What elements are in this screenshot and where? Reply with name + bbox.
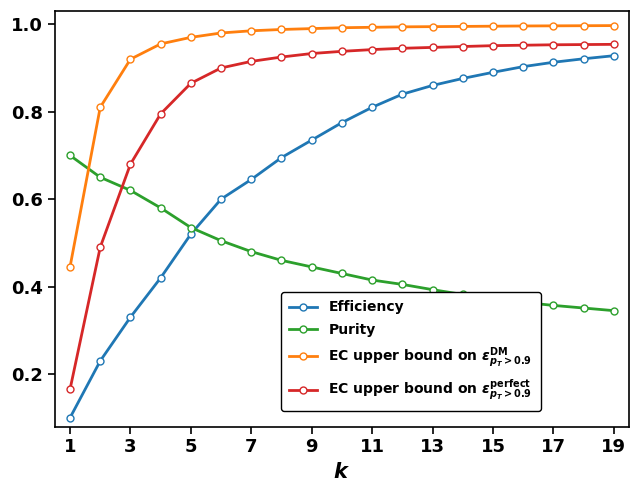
Purity [429,287,436,293]
EC upper bound on $\varepsilon^{\mathrm{DM}}_{p_T > 0.9}$ [97,105,104,110]
EC upper bound on $\varepsilon^{\mathrm{perfect}}_{p_T > 0.9}$ [248,59,255,65]
EC upper bound on $\varepsilon^{\mathrm{DM}}_{p_T > 0.9}$ [338,25,346,31]
Line: Efficiency: Efficiency [67,52,617,421]
EC upper bound on $\varepsilon^{\mathrm{perfect}}_{p_T > 0.9}$ [66,387,74,392]
Efficiency [127,314,134,320]
Efficiency [489,70,497,75]
EC upper bound on $\varepsilon^{\mathrm{DM}}_{p_T > 0.9}$ [368,24,376,30]
EC upper bound on $\varepsilon^{\mathrm{DM}}_{p_T > 0.9}$ [278,27,285,33]
EC upper bound on $\varepsilon^{\mathrm{perfect}}_{p_T > 0.9}$ [187,80,195,86]
EC upper bound on $\varepsilon^{\mathrm{perfect}}_{p_T > 0.9}$ [368,47,376,53]
Efficiency [97,358,104,364]
Efficiency [187,231,195,237]
Purity [66,152,74,158]
Purity [519,299,527,305]
EC upper bound on $\varepsilon^{\mathrm{perfect}}_{p_T > 0.9}$ [217,65,225,71]
Purity [580,305,588,311]
Line: EC upper bound on $\varepsilon^{\mathrm{perfect}}_{p_T > 0.9}$: EC upper bound on $\varepsilon^{\mathrm{… [67,41,617,393]
Purity [97,175,104,180]
EC upper bound on $\varepsilon^{\mathrm{DM}}_{p_T > 0.9}$ [66,264,74,270]
Line: EC upper bound on $\varepsilon^{\mathrm{DM}}_{p_T > 0.9}$: EC upper bound on $\varepsilon^{\mathrm{… [67,22,617,270]
Efficiency [519,64,527,70]
EC upper bound on $\varepsilon^{\mathrm{perfect}}_{p_T > 0.9}$ [459,43,467,49]
Efficiency [157,275,164,281]
Purity [489,295,497,301]
EC upper bound on $\varepsilon^{\mathrm{DM}}_{p_T > 0.9}$ [308,26,316,32]
Efficiency [278,155,285,161]
Efficiency [550,59,557,65]
EC upper bound on $\varepsilon^{\mathrm{perfect}}_{p_T > 0.9}$ [519,42,527,48]
Purity [368,277,376,283]
EC upper bound on $\varepsilon^{\mathrm{DM}}_{p_T > 0.9}$ [217,30,225,36]
Purity [338,271,346,277]
Efficiency [66,415,74,421]
EC upper bound on $\varepsilon^{\mathrm{perfect}}_{p_T > 0.9}$ [157,111,164,117]
EC upper bound on $\varepsilon^{\mathrm{DM}}_{p_T > 0.9}$ [127,56,134,62]
Purity [308,264,316,270]
Efficiency [217,196,225,202]
Efficiency [338,120,346,126]
EC upper bound on $\varepsilon^{\mathrm{perfect}}_{p_T > 0.9}$ [127,161,134,167]
EC upper bound on $\varepsilon^{\mathrm{DM}}_{p_T > 0.9}$ [157,41,164,47]
Purity [157,205,164,211]
EC upper bound on $\varepsilon^{\mathrm{perfect}}_{p_T > 0.9}$ [489,43,497,49]
EC upper bound on $\varepsilon^{\mathrm{perfect}}_{p_T > 0.9}$ [338,48,346,54]
EC upper bound on $\varepsilon^{\mathrm{DM}}_{p_T > 0.9}$ [580,23,588,29]
Purity [187,225,195,231]
Purity [610,308,618,314]
Purity [278,257,285,263]
Purity [550,302,557,308]
EC upper bound on $\varepsilon^{\mathrm{DM}}_{p_T > 0.9}$ [429,24,436,30]
Efficiency [248,176,255,182]
EC upper bound on $\varepsilon^{\mathrm{perfect}}_{p_T > 0.9}$ [278,54,285,60]
EC upper bound on $\varepsilon^{\mathrm{DM}}_{p_T > 0.9}$ [610,23,618,29]
Purity [399,282,406,287]
Efficiency [429,82,436,88]
EC upper bound on $\varepsilon^{\mathrm{perfect}}_{p_T > 0.9}$ [580,41,588,47]
EC upper bound on $\varepsilon^{\mathrm{perfect}}_{p_T > 0.9}$ [308,51,316,57]
EC upper bound on $\varepsilon^{\mathrm{DM}}_{p_T > 0.9}$ [399,24,406,30]
EC upper bound on $\varepsilon^{\mathrm{perfect}}_{p_T > 0.9}$ [429,44,436,50]
EC upper bound on $\varepsilon^{\mathrm{perfect}}_{p_T > 0.9}$ [610,41,618,47]
Efficiency [308,137,316,143]
Efficiency [610,53,618,59]
Purity [248,248,255,254]
Efficiency [580,56,588,62]
EC upper bound on $\varepsilon^{\mathrm{DM}}_{p_T > 0.9}$ [519,23,527,29]
Efficiency [459,75,467,81]
X-axis label: $k$: $k$ [333,462,350,482]
EC upper bound on $\varepsilon^{\mathrm{perfect}}_{p_T > 0.9}$ [550,42,557,48]
EC upper bound on $\varepsilon^{\mathrm{DM}}_{p_T > 0.9}$ [248,28,255,34]
Purity [217,238,225,244]
EC upper bound on $\varepsilon^{\mathrm{perfect}}_{p_T > 0.9}$ [399,45,406,51]
EC upper bound on $\varepsilon^{\mathrm{perfect}}_{p_T > 0.9}$ [97,245,104,250]
EC upper bound on $\varepsilon^{\mathrm{DM}}_{p_T > 0.9}$ [550,23,557,29]
EC upper bound on $\varepsilon^{\mathrm{DM}}_{p_T > 0.9}$ [459,24,467,30]
Purity [127,187,134,193]
Line: Purity: Purity [67,152,617,314]
Purity [459,291,467,297]
EC upper bound on $\varepsilon^{\mathrm{DM}}_{p_T > 0.9}$ [187,35,195,40]
Efficiency [368,105,376,110]
Efficiency [399,91,406,97]
EC upper bound on $\varepsilon^{\mathrm{DM}}_{p_T > 0.9}$ [489,23,497,29]
Legend: Efficiency, Purity, EC upper bound on $\varepsilon^{\mathrm{DM}}_{p_T > 0.9}$, E: Efficiency, Purity, EC upper bound on $\… [281,292,541,411]
